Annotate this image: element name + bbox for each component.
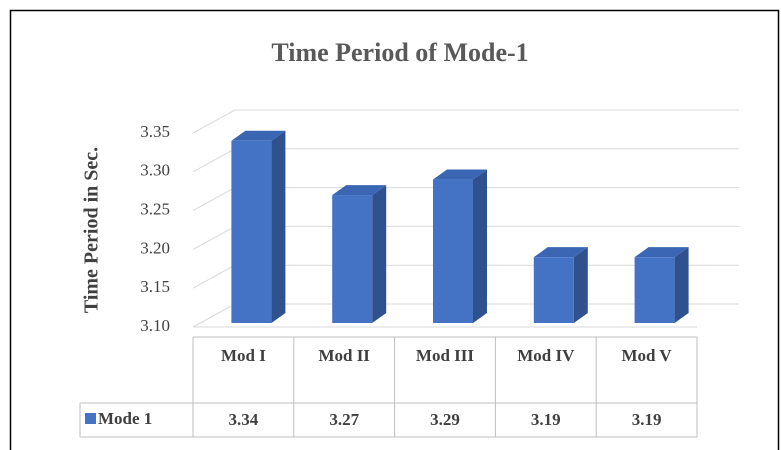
bar — [332, 195, 373, 323]
bar — [231, 140, 272, 323]
chart-title: Time Period of Mode-1 — [271, 38, 528, 67]
x-tick-label: Mod V — [621, 346, 672, 365]
grid-line-side — [192, 148, 236, 173]
x-tick-label: Mod I — [220, 346, 266, 365]
bar-top — [332, 185, 387, 196]
y-tick-label: 3.35 — [140, 122, 170, 141]
x-tick-label-box: Mod III — [415, 346, 475, 365]
data-table-value: 3.19 — [632, 410, 662, 429]
bar-side — [271, 130, 286, 323]
y-axis-label: Time Period in Sec. — [81, 147, 103, 313]
legend-key — [85, 413, 96, 424]
x-tick-label-box: Mod V — [621, 346, 672, 365]
legend-label: Mode 1 — [98, 409, 152, 428]
grid-line-side — [192, 225, 236, 250]
grid-line-side — [192, 264, 236, 289]
data-table-value: 3.34 — [229, 410, 259, 429]
bar-side — [473, 169, 487, 323]
x-tick-label: Mod IV — [517, 346, 575, 365]
bar-top — [433, 169, 487, 180]
bar-side — [674, 247, 689, 323]
x-tick-label: Mod III — [415, 346, 475, 365]
x-tick-label-box: Mod IV — [517, 346, 575, 365]
bar-top — [533, 247, 588, 258]
data-table-value: 3.19 — [531, 410, 561, 429]
bar — [433, 179, 473, 323]
grid-line-side — [192, 303, 236, 328]
x-tick-label-box: Mod I — [220, 346, 266, 365]
data-table-value: 3.29 — [430, 410, 460, 429]
bar-side — [372, 185, 387, 323]
grid-line-side — [192, 187, 236, 212]
bar — [634, 257, 675, 323]
bar-top — [634, 247, 689, 258]
y-tick-label: 3.20 — [140, 238, 170, 257]
data-table-value: 3.27 — [329, 410, 359, 429]
y-tick-label: 3.10 — [140, 316, 170, 335]
x-tick-label-box: Mod II — [318, 346, 370, 365]
grid-line-side — [192, 109, 236, 134]
bar — [533, 257, 574, 323]
y-tick-label: 3.15 — [140, 277, 170, 296]
x-tick-label: Mod II — [318, 346, 370, 365]
y-tick-label: 3.30 — [140, 161, 170, 180]
bar-side — [573, 247, 588, 323]
bar-top — [231, 130, 286, 141]
y-tick-label: 3.25 — [140, 200, 170, 219]
